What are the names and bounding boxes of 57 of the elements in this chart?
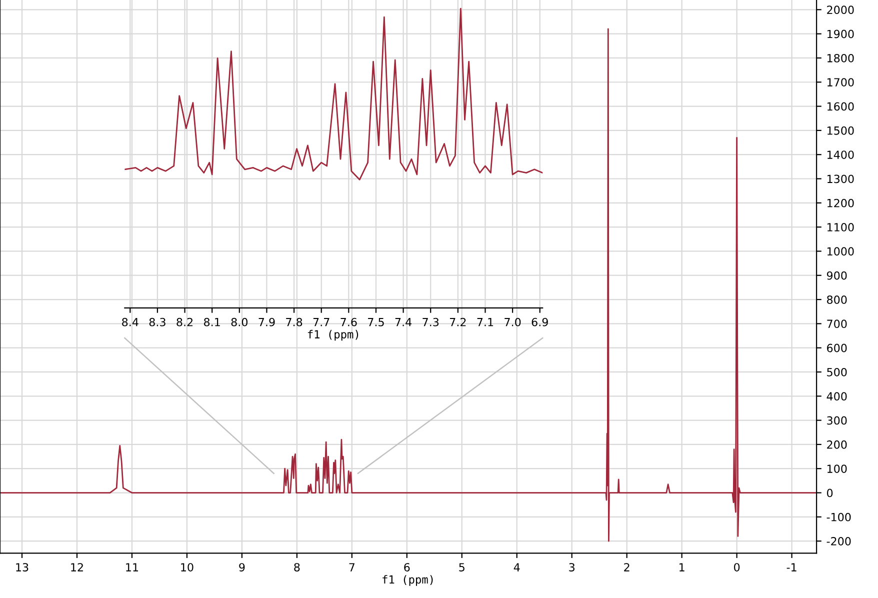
x-tick-label: 7.4	[395, 318, 412, 326]
y-tick-label: 800	[827, 295, 847, 304]
x-tick-label: 7.2	[450, 318, 466, 326]
y-tick-label: 600	[827, 344, 847, 352]
x-tick-label: 5	[459, 563, 464, 572]
y-tick-label: 1500	[827, 126, 854, 135]
x-tick-label: 0	[734, 563, 740, 572]
x-tick-label: 7	[349, 563, 354, 572]
x-tick-label: 12	[71, 563, 83, 572]
y-tick-label: -100	[826, 512, 851, 522]
y-tick-label: 200	[827, 440, 847, 449]
x-tick-label: 7.8	[286, 318, 302, 326]
x-tick-label: 7.1	[477, 318, 494, 326]
x-tick-label: 11	[126, 563, 138, 572]
x-tick-label: 4	[514, 563, 520, 572]
y-tick-label: 1200	[827, 198, 854, 208]
y-tick-label: 1300	[827, 174, 854, 184]
x-tick-label: 8.3	[149, 318, 166, 326]
y-tick-label: 1000	[827, 247, 854, 256]
x-tick-label: 13	[16, 563, 28, 572]
y-tick-label: 2000	[827, 6, 854, 14]
x-tick-label: 8.2	[176, 318, 192, 326]
x-tick-label: 7.7	[313, 318, 330, 326]
x-tick-label: 7.3	[422, 318, 439, 326]
x-tick-label: 6.9	[532, 318, 548, 326]
y-tick-label: 700	[827, 320, 847, 328]
y-tick-label: 900	[826, 271, 847, 280]
x-tick-label: 8	[294, 563, 300, 572]
x-tick-label: 2	[624, 563, 630, 572]
x-axis-title: f1 (ppm)	[308, 330, 358, 341]
x-tick-label: 7.6	[340, 318, 357, 326]
y-tick-label: 400	[826, 392, 847, 401]
x-tick-label: 8.0	[231, 318, 248, 326]
x-tick-label: 7.0	[504, 318, 521, 326]
y-tick-label: 1900	[827, 30, 854, 38]
y-tick-label: -200	[826, 537, 851, 546]
x-tick-label: 10	[181, 563, 194, 572]
y-tick-label: 1400	[827, 150, 854, 159]
y-tick-label: 500	[827, 368, 847, 376]
x-axis-title: f1 (ppm)	[382, 575, 433, 586]
x-tick-label: 6	[404, 563, 410, 572]
y-tick-label: 300	[827, 416, 847, 425]
y-tick-label: 1600	[827, 102, 854, 111]
y-tick-label: 1800	[827, 54, 854, 62]
x-tick-label: 8.1	[204, 318, 220, 326]
y-tick-label: 1700	[827, 78, 854, 87]
y-tick-label: 0	[826, 488, 833, 498]
line-series	[0, 28, 817, 542]
x-tick-label: -1	[786, 563, 796, 572]
y-tick-label: 1100	[827, 223, 854, 232]
x-tick-label: 3	[569, 563, 574, 572]
x-tick-label: 7.9	[258, 318, 275, 326]
x-tick-label: 8.4	[122, 318, 138, 326]
x-tick-label: 9	[239, 563, 245, 572]
x-tick-label: 7.5	[368, 318, 384, 326]
x-tick-label: 1	[680, 563, 684, 572]
y-tick-label: 100	[827, 464, 847, 473]
